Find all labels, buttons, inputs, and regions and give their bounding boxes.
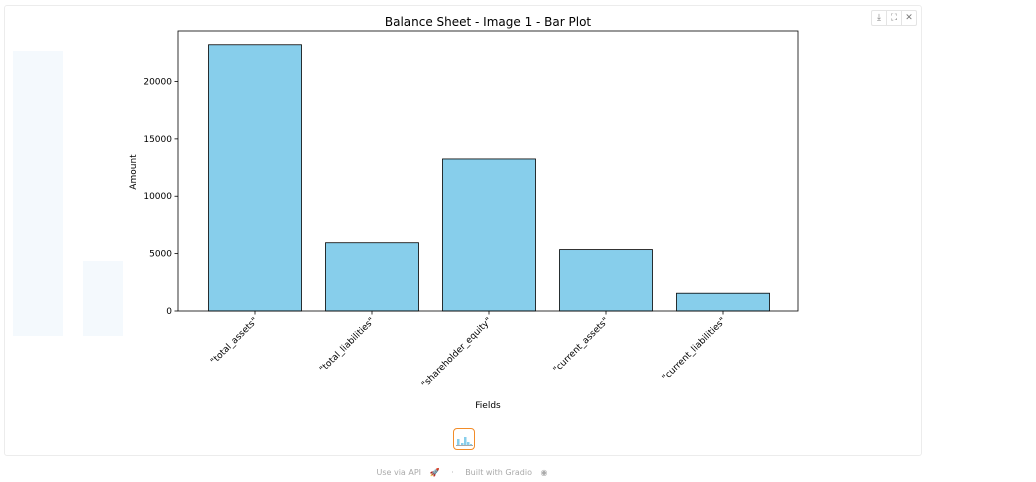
chart-title: Balance Sheet - Image 1 - Bar Plot [385, 15, 592, 29]
x-axis-label: Fields [475, 401, 501, 411]
close-icon[interactable]: ✕ [905, 12, 913, 23]
fullscreen-icon[interactable]: ⛶ [887, 11, 902, 25]
x-tick-label: "shareholder_equity" [420, 316, 494, 390]
plot-frame [177, 30, 799, 312]
built-with-gradio-link[interactable]: Built with Gradio ◉ [465, 468, 548, 477]
use-via-api-link[interactable]: Use via API 🚀 [376, 468, 440, 477]
y-tick-label: 10000 [143, 192, 172, 202]
y-tick-label: 5000 [149, 250, 172, 260]
gradio-logo-icon: ◉ [540, 468, 548, 477]
x-tick-label: "current_assets" [552, 316, 611, 375]
y-tick-label: 20000 [143, 77, 172, 87]
thumbnail-preview-icon [456, 437, 473, 446]
background-artifact [13, 51, 63, 336]
bars [208, 44, 770, 312]
bar-0 [208, 44, 302, 312]
rocket-icon: 🚀 [429, 468, 440, 477]
y-tick-label: 15000 [143, 135, 172, 145]
bar-4 [676, 292, 770, 312]
y-tick-label: 0 [166, 307, 172, 317]
x-tick-label: "current_liabilities" [661, 316, 728, 383]
footer: Use via API 🚀 · Built with Gradio ◉ [0, 468, 924, 477]
bar-3 [559, 249, 653, 312]
x-axis-ticks: "total_assets" "total_liabilities" "shareh… [209, 311, 728, 390]
download-icon[interactable]: ⤓ [872, 11, 887, 25]
footer-separator: · [451, 468, 454, 477]
x-tick-label: "total_liabilities" [318, 316, 377, 375]
y-axis-label: Amount [129, 154, 139, 190]
y-axis-ticks: 0 5000 10000 15000 20000 [143, 77, 178, 317]
bar-1 [325, 242, 419, 312]
image-toolbar: ⤓ ⛶ ✕ [871, 10, 917, 26]
x-tick-label: "total_assets" [209, 316, 260, 367]
bar-2 [442, 158, 536, 312]
thumbnail-button[interactable] [453, 428, 475, 450]
background-artifact [83, 261, 123, 336]
